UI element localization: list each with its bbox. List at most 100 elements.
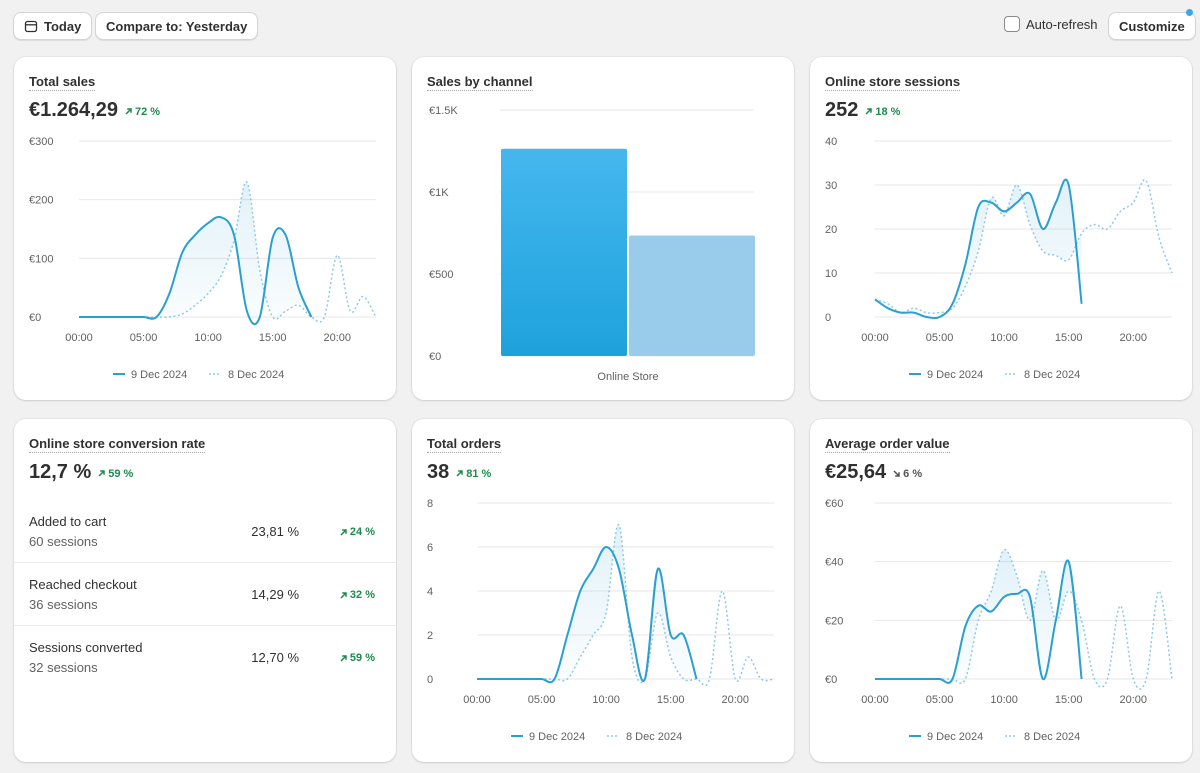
x-tick-label: 05:00 xyxy=(926,332,954,344)
x-tick-label: 20:00 xyxy=(721,694,749,706)
conversion-row-label: Reached checkout xyxy=(29,577,137,592)
customize-label: Customize xyxy=(1119,18,1185,34)
sales-by-channel-card: Sales by channel €0 €500 €1K €1.5K Online St… xyxy=(412,57,794,400)
conversion-row-label: Added to cart xyxy=(29,514,107,529)
bar-current[interactable] xyxy=(501,148,627,356)
y-tick-label: 4 xyxy=(427,586,433,598)
auto-refresh-label: Auto-refresh xyxy=(1026,16,1098,32)
calendar-icon xyxy=(24,19,38,33)
x-tick-label: 20:00 xyxy=(323,332,351,344)
orders-title[interactable]: Total orders xyxy=(427,436,502,453)
x-tick-label: 00:00 xyxy=(861,694,889,706)
conversion-row-sessions-converted: Sessions converted 32 sessions 12,70 % 5… xyxy=(14,626,396,689)
sessions-trend-value: 18 % xyxy=(875,105,901,118)
arrow-up-icon xyxy=(455,469,464,478)
conversion-row-trend: 24 % xyxy=(339,526,375,538)
area-fill xyxy=(875,549,1082,684)
bar-previous[interactable] xyxy=(629,235,755,356)
aov-chart: €0 €20 €40 €60 00:00 05:00 10:00 15:00 20:00 9 De… xyxy=(825,498,1173,743)
conversion-trend: 59 % xyxy=(97,468,133,480)
x-tick-label: 10:00 xyxy=(990,694,1018,706)
legend-previous-label: 8 Dec 2024 xyxy=(626,731,682,743)
x-tick-label: 05:00 xyxy=(926,694,954,706)
aov-metric: €25,64 6 % xyxy=(825,461,922,484)
conversion-row-sessions: 60 sessions xyxy=(29,534,98,549)
sessions-value: 252 xyxy=(825,99,859,121)
customize-button[interactable]: Customize xyxy=(1108,12,1196,40)
series-line-previous xyxy=(874,178,1173,314)
orders-card: Total orders 38 81 % 0 2 4 6 8 00:00 05:00 10:0… xyxy=(412,419,794,762)
orders-trend-value: 81 % xyxy=(466,467,492,480)
orders-chart: 0 2 4 6 8 00:00 05:00 10:00 15:00 20:00 9 Dec 2024… xyxy=(427,498,775,743)
sessions-title[interactable]: Online store sessions xyxy=(825,74,961,91)
today-label: Today xyxy=(44,18,82,34)
conversion-row-sessions: 32 sessions xyxy=(29,660,98,675)
orders-value: 38 xyxy=(427,461,450,483)
orders-metric: 38 81 % xyxy=(427,461,491,484)
top-toolbar: Today Compare to: Yesterday Auto-refresh… xyxy=(0,0,1200,50)
sales-by-channel-title[interactable]: Sales by channel xyxy=(427,74,533,91)
compare-label: Compare to: Yesterday xyxy=(106,18,248,34)
aov-card: Average order value €25,64 6 % €0 €20 €40 €… xyxy=(810,419,1192,762)
y-tick-label: 8 xyxy=(427,498,433,510)
sessions-card: Online store sessions 252 18 % 0 10 20 30 40… xyxy=(810,57,1192,400)
y-tick-label: 0 xyxy=(825,312,831,324)
x-tick-label: 00:00 xyxy=(65,332,93,344)
conversion-row-percent: 12,70 % xyxy=(251,650,299,665)
series-line-current xyxy=(875,559,1083,684)
chart-legend: 9 Dec 2024 8 Dec 2024 xyxy=(909,369,1080,381)
sales-by-channel-chart: €0 €500 €1K €1.5K Online Store xyxy=(429,105,755,383)
area-fill xyxy=(79,181,312,325)
x-tick-label: 10:00 xyxy=(592,694,620,706)
total-sales-trend: 72 % xyxy=(124,106,160,118)
auto-refresh-toggle[interactable]: Auto-refresh xyxy=(1004,16,1098,32)
y-tick-label: €200 xyxy=(29,195,53,207)
y-tick-label: €500 xyxy=(429,269,453,281)
x-tick-label: 10:00 xyxy=(990,332,1018,344)
aov-value: €25,64 xyxy=(825,461,887,483)
x-tick-label: 00:00 xyxy=(463,694,491,706)
legend-previous-label: 8 Dec 2024 xyxy=(1024,369,1080,381)
conversion-title[interactable]: Online store conversion rate xyxy=(29,436,206,453)
aov-trend-value: 6 % xyxy=(903,467,923,480)
compare-button[interactable]: Compare to: Yesterday xyxy=(95,12,259,40)
conversion-row-sessions: 36 sessions xyxy=(29,597,98,612)
y-tick-label: 10 xyxy=(825,268,837,280)
aov-title[interactable]: Average order value xyxy=(825,436,950,453)
x-tick-label: 20:00 xyxy=(1119,332,1147,344)
arrow-up-icon xyxy=(124,107,133,116)
chart-legend: 9 Dec 2024 8 Dec 2024 xyxy=(113,369,284,381)
legend-current-label: 9 Dec 2024 xyxy=(131,369,187,381)
y-tick-label: €300 xyxy=(29,136,53,148)
y-tick-label: 30 xyxy=(825,180,837,192)
auto-refresh-checkbox[interactable] xyxy=(1004,16,1020,32)
arrow-up-icon xyxy=(864,107,873,116)
chart-legend: 9 Dec 2024 8 Dec 2024 xyxy=(511,731,682,743)
aov-trend: 6 % xyxy=(892,468,922,480)
series-line-previous xyxy=(875,549,1173,690)
total-sales-trend-value: 72 % xyxy=(134,105,161,118)
total-sales-value: €1.264,29 xyxy=(29,99,118,121)
x-tick-label: 15:00 xyxy=(259,332,287,344)
y-tick-label: €0 xyxy=(825,674,837,686)
x-tick-label: 15:00 xyxy=(1055,332,1083,344)
legend-previous-label: 8 Dec 2024 xyxy=(228,369,284,381)
total-sales-title[interactable]: Total sales xyxy=(29,74,96,91)
today-button[interactable]: Today xyxy=(13,12,93,40)
x-tick-label: 05:00 xyxy=(528,694,556,706)
total-sales-chart: €0 €100 €200 €300 00:00 05:00 10:00 15:00 20:00 9… xyxy=(29,136,377,381)
conversion-row-added-to-cart: Added to cart 60 sessions 23,81 % 24 % xyxy=(14,500,396,563)
x-tick-label: 10:00 xyxy=(194,332,222,344)
series-line-previous xyxy=(79,181,377,323)
chart-legend: 9 Dec 2024 8 Dec 2024 xyxy=(909,731,1080,743)
x-category-label: Online Store xyxy=(597,371,658,383)
notification-dot xyxy=(1186,9,1193,16)
x-tick-label: 20:00 xyxy=(1119,694,1147,706)
area-fill xyxy=(477,524,697,683)
y-tick-label: €60 xyxy=(825,498,843,510)
x-tick-label: 00:00 xyxy=(861,332,889,344)
sessions-chart: 0 10 20 30 40 00:00 05:00 10:00 15:00 20:00 9 Dec … xyxy=(825,136,1173,381)
sessions-metric: 252 18 % xyxy=(825,99,900,122)
arrow-up-icon xyxy=(339,654,348,663)
y-tick-label: 20 xyxy=(825,224,837,236)
